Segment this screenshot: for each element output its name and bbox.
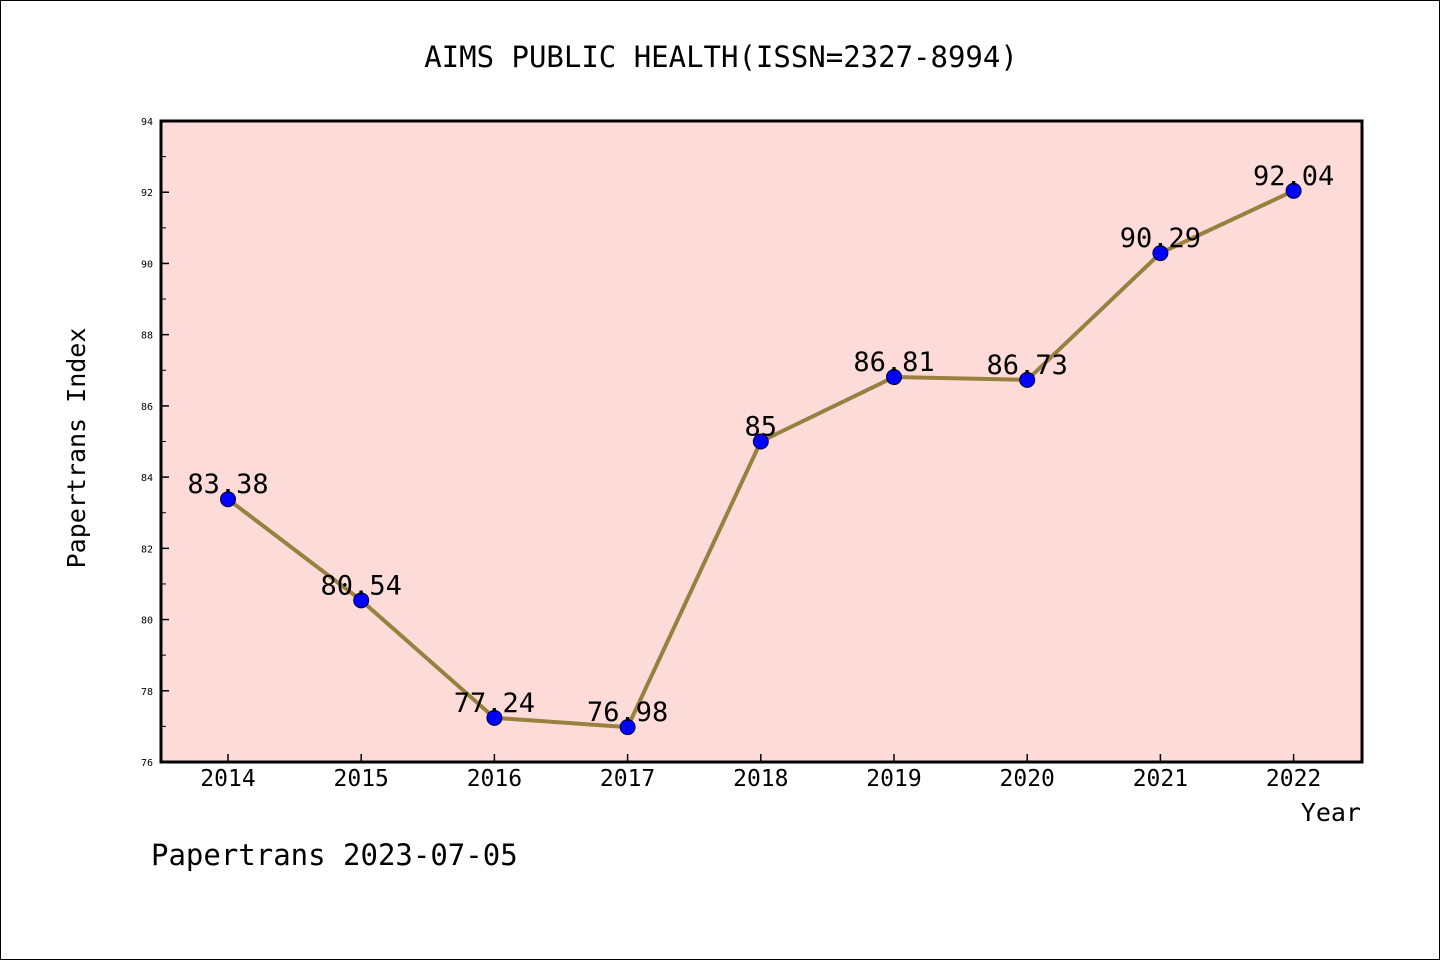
data-label: 76.98	[587, 697, 668, 728]
y-tick-label: 90	[141, 259, 153, 270]
data-point	[1285, 182, 1302, 199]
y-tick-label: 80	[141, 616, 153, 627]
x-tick-label: 2014	[200, 766, 255, 792]
data-label: 86.81	[853, 347, 934, 378]
x-tick-label: 2015	[334, 766, 389, 792]
data-label: 90.29	[1120, 223, 1201, 254]
data-point	[353, 592, 370, 609]
data-label: 83.38	[187, 469, 268, 500]
series-layer: 83.38 80.54 77.24 76.98 85 86.81 86.73 90.29 92.…	[187, 161, 1334, 736]
x-axis-label: Year	[1301, 798, 1361, 827]
y-axis: 76 78 80 82 84 86 88 90 92 94	[141, 117, 169, 769]
data-point	[1152, 245, 1169, 262]
x-axis: 2014 2015 2016 2017 2018 2019 2020 2021 2022	[200, 754, 1321, 792]
y-tick-label: 78	[141, 687, 153, 698]
data-label: 80.54	[321, 570, 402, 601]
y-tick-label: 82	[141, 544, 153, 555]
data-label: 85	[745, 412, 778, 443]
x-tick-label: 2021	[1133, 766, 1188, 792]
data-point	[752, 433, 769, 450]
y-tick-label: 94	[141, 117, 153, 128]
data-point	[619, 719, 636, 736]
y-tick-label: 92	[141, 188, 153, 199]
x-tick-label: 2017	[600, 766, 655, 792]
data-label: 77.24	[454, 688, 535, 719]
y-tick-label: 88	[141, 331, 153, 342]
y-tick-label: 86	[141, 402, 153, 413]
x-tick-label: 2020	[1000, 766, 1055, 792]
data-point	[220, 491, 236, 508]
y-axis-label: Papertrans Index	[62, 328, 91, 569]
data-label: 92.04	[1253, 161, 1334, 192]
data-point	[886, 369, 902, 386]
chart-title: AIMS PUBLIC HEALTH(ISSN=2327-8994)	[424, 40, 1018, 74]
x-tick-label: 2016	[467, 766, 522, 792]
x-tick-label: 2019	[866, 766, 921, 792]
data-label: 86.73	[987, 350, 1068, 381]
data-point	[486, 709, 503, 726]
y-tick-label: 76	[141, 758, 153, 769]
footer-text: Papertrans 2023-07-05	[151, 838, 518, 872]
y-tick-label: 84	[141, 473, 153, 484]
data-point	[1019, 371, 1036, 388]
x-tick-label: 2018	[733, 766, 788, 792]
x-tick-label: 2022	[1266, 766, 1321, 792]
